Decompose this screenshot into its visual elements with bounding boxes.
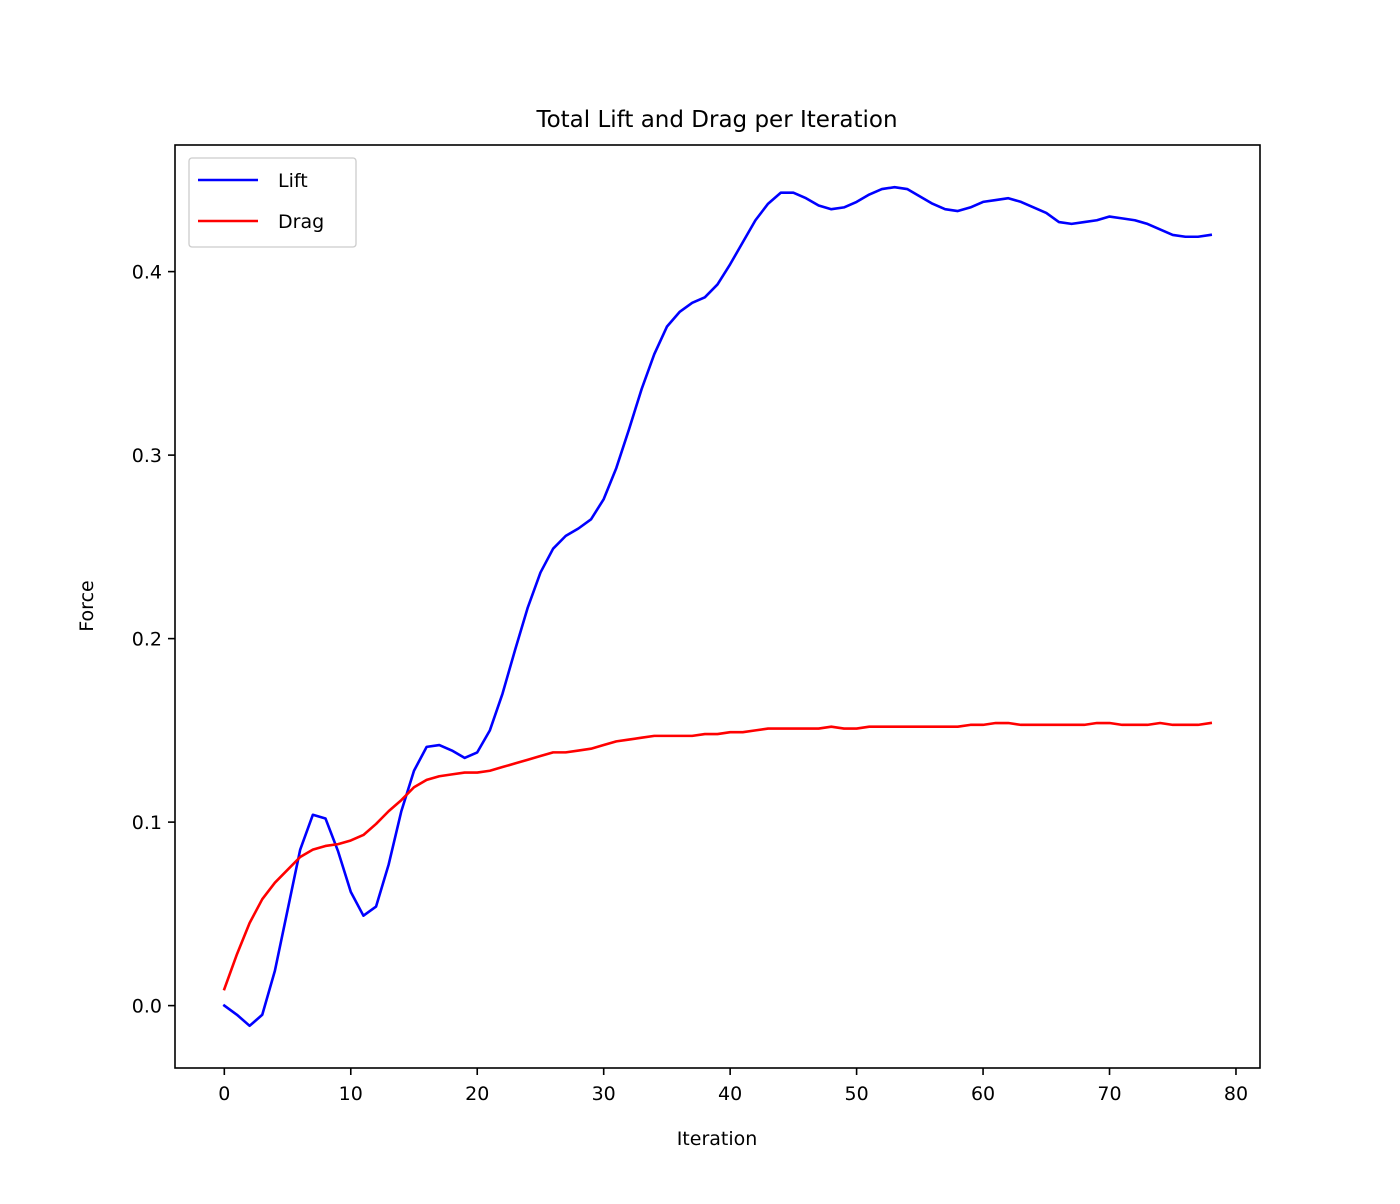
series-line-lift — [222, 185, 1213, 1028]
legend-label-lift: Lift — [278, 170, 308, 192]
x-tick-label: 10 — [339, 1083, 363, 1105]
y-axis: 0.0 0.1 0.2 0.3 0.4 — [132, 262, 175, 1018]
series-line-drag — [222, 721, 1213, 991]
y-tick-label: 0.1 — [132, 812, 162, 834]
x-tick-label: 0 — [218, 1083, 230, 1105]
x-axis-label: Iteration — [677, 1128, 758, 1150]
y-tick-label: 0.2 — [132, 629, 162, 651]
series-layer — [222, 185, 1213, 1028]
x-tick-label: 30 — [592, 1083, 616, 1105]
x-tick-label: 80 — [1224, 1083, 1248, 1105]
chart-title: Total Lift and Drag per Iteration — [535, 107, 897, 133]
x-tick-label: 70 — [1097, 1083, 1121, 1105]
x-tick-label: 50 — [845, 1083, 869, 1105]
y-tick-label: 0.3 — [132, 445, 162, 467]
legend-label-drag: Drag — [278, 211, 324, 233]
x-tick-label: 60 — [971, 1083, 995, 1105]
y-tick-label: 0.0 — [132, 996, 162, 1018]
legend-box — [188, 157, 357, 248]
y-axis-label: Force — [76, 580, 98, 631]
x-axis: 0 10 20 30 40 50 60 70 80 — [218, 1068, 1248, 1105]
plot-frame — [174, 144, 1261, 1069]
x-tick-label: 20 — [465, 1083, 489, 1105]
plot-area — [174, 144, 1261, 1069]
y-tick-label: 0.4 — [132, 262, 162, 284]
x-tick-label: 40 — [718, 1083, 742, 1105]
legend: Lift Drag — [188, 157, 357, 248]
